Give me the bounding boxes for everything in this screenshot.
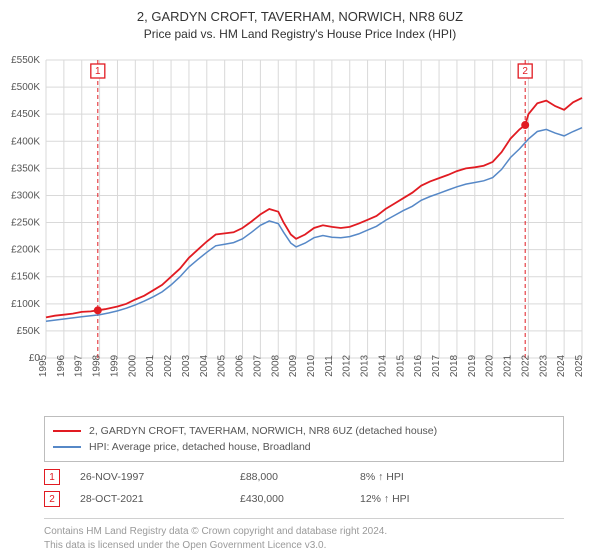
chart-title-line2: Price paid vs. HM Land Registry's House …: [0, 26, 600, 43]
svg-text:£50K: £50K: [17, 326, 41, 337]
svg-text:2023: 2023: [538, 354, 549, 377]
event-marker-1: 1: [44, 469, 60, 485]
svg-text:2025: 2025: [574, 354, 585, 377]
svg-text:2011: 2011: [324, 355, 335, 377]
svg-text:£450K: £450K: [11, 109, 40, 120]
svg-text:1995: 1995: [38, 354, 49, 377]
legend-swatch-price-paid: [53, 430, 81, 432]
svg-text:1999: 1999: [109, 354, 120, 377]
svg-text:2015: 2015: [395, 354, 406, 377]
svg-text:2001: 2001: [145, 354, 156, 377]
svg-text:2004: 2004: [199, 354, 210, 377]
svg-text:2022: 2022: [520, 354, 531, 377]
event-price-1: £88,000: [240, 471, 360, 483]
svg-text:1998: 1998: [92, 354, 103, 377]
transaction-events: 1 26-NOV-1997 £88,000 8% ↑ HPI 2 28-OCT-…: [44, 466, 564, 510]
chart-legend: 2, GARDYN CROFT, TAVERHAM, NORWICH, NR8 …: [44, 416, 564, 462]
svg-text:2017: 2017: [431, 354, 442, 377]
svg-text:2020: 2020: [485, 354, 496, 377]
price-chart: 12 £0£50K£100K£150K£200K£250K£300K£350K£…: [44, 54, 584, 384]
event-date-1: 26-NOV-1997: [80, 471, 240, 483]
svg-text:2010: 2010: [306, 354, 317, 377]
legend-label-price-paid: 2, GARDYN CROFT, TAVERHAM, NORWICH, NR8 …: [89, 425, 437, 437]
svg-text:2024: 2024: [556, 354, 567, 377]
svg-text:2012: 2012: [342, 354, 353, 377]
svg-text:2008: 2008: [270, 354, 281, 377]
chart-title-line1: 2, GARDYN CROFT, TAVERHAM, NORWICH, NR8 …: [0, 8, 600, 26]
svg-text:2016: 2016: [413, 354, 424, 377]
svg-text:2003: 2003: [181, 354, 192, 377]
svg-text:2019: 2019: [467, 354, 478, 377]
svg-text:2007: 2007: [252, 354, 263, 377]
event-row-1: 1 26-NOV-1997 £88,000 8% ↑ HPI: [44, 466, 564, 488]
svg-text:2: 2: [522, 66, 528, 77]
event-marker-2: 2: [44, 491, 60, 507]
svg-text:2005: 2005: [217, 354, 228, 377]
svg-text:£500K: £500K: [11, 82, 40, 93]
event-note-2: 12% ↑ HPI: [360, 493, 564, 505]
event-date-2: 28-OCT-2021: [80, 493, 240, 505]
footer-line1: Contains HM Land Registry data © Crown c…: [44, 525, 564, 539]
event-note-1: 8% ↑ HPI: [360, 471, 564, 483]
svg-text:2018: 2018: [449, 354, 460, 377]
chart-title-block: 2, GARDYN CROFT, TAVERHAM, NORWICH, NR8 …: [0, 0, 600, 43]
svg-text:£100K: £100K: [11, 299, 40, 310]
event-row-2: 2 28-OCT-2021 £430,000 12% ↑ HPI: [44, 488, 564, 510]
svg-text:£150K: £150K: [11, 272, 40, 283]
svg-text:£350K: £350K: [11, 163, 40, 174]
svg-text:1: 1: [95, 66, 101, 77]
svg-text:£250K: £250K: [11, 218, 40, 229]
svg-text:2002: 2002: [163, 354, 174, 377]
svg-text:2000: 2000: [127, 354, 138, 377]
footer-line2: This data is licensed under the Open Gov…: [44, 539, 564, 553]
svg-text:2009: 2009: [288, 354, 299, 377]
svg-text:£400K: £400K: [11, 136, 40, 147]
svg-text:2006: 2006: [235, 354, 246, 377]
svg-text:2021: 2021: [503, 354, 514, 377]
event-price-2: £430,000: [240, 493, 360, 505]
legend-swatch-hpi: [53, 446, 81, 448]
attribution-footer: Contains HM Land Registry data © Crown c…: [44, 518, 564, 552]
svg-text:1996: 1996: [56, 354, 67, 377]
legend-item-price-paid: 2, GARDYN CROFT, TAVERHAM, NORWICH, NR8 …: [53, 423, 555, 439]
svg-text:1997: 1997: [74, 354, 85, 377]
legend-item-hpi: HPI: Average price, detached house, Broa…: [53, 439, 555, 455]
svg-text:£550K: £550K: [11, 55, 40, 66]
svg-text:2013: 2013: [360, 354, 371, 377]
svg-text:2014: 2014: [377, 354, 388, 377]
legend-label-hpi: HPI: Average price, detached house, Broa…: [89, 441, 311, 453]
svg-text:£300K: £300K: [11, 190, 40, 201]
svg-text:£200K: £200K: [11, 245, 40, 256]
